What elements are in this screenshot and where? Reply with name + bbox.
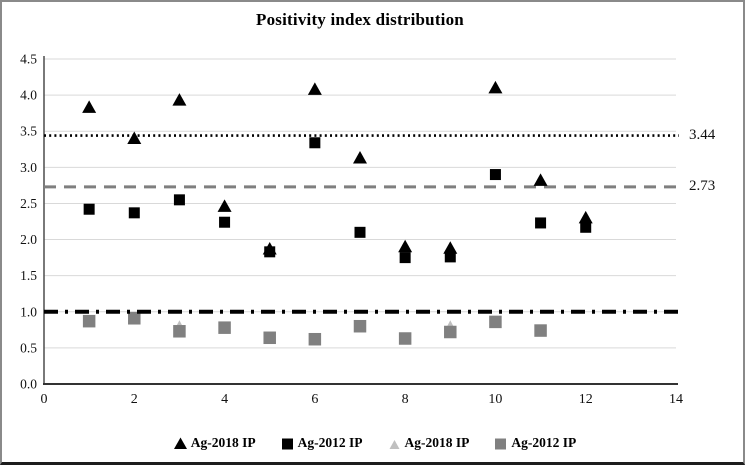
data-point-triangle-black (488, 80, 503, 94)
legend-label: Ag-2018 IP (404, 435, 470, 450)
data-point-square-gray (173, 325, 186, 338)
data-point-square-gray (353, 319, 367, 333)
reference-line-label-upper: 3.44 (689, 126, 716, 143)
y-tick-label: 3.0 (20, 160, 37, 175)
x-tick-label: 10 (488, 392, 502, 407)
x-tick-label: 8 (402, 392, 409, 407)
data-point-square-gray (128, 312, 141, 325)
data-point-square-black (264, 246, 276, 258)
legend-square-icon (281, 438, 293, 450)
legend-label: Ag-2012 IP (511, 435, 577, 450)
legend-triangle-icon (389, 440, 399, 449)
data-point-square-black (173, 194, 185, 206)
legend-item-3: Ag-2012 IP (493, 435, 576, 451)
data-point-triangle-black (307, 82, 322, 95)
data-point-triangle-black (578, 210, 593, 224)
data-point-square-black (444, 251, 456, 263)
legend-triangle-icon (173, 437, 187, 449)
y-tick-label: 4.5 (20, 52, 37, 67)
legend-item-1: Ag-2012 IP (280, 435, 363, 451)
data-point-square-black (83, 203, 95, 215)
chart-title: Positivity index distribution (256, 10, 464, 29)
y-tick-label: 0.5 (20, 340, 37, 355)
data-point-square-black (219, 216, 231, 228)
data-point-square-black (535, 217, 547, 229)
x-tick-label: 12 (579, 392, 593, 407)
legend-label: Ag-2012 IP (297, 435, 363, 450)
data-point-square-gray (398, 332, 412, 345)
reference-line-label-lower: 2.73 (689, 177, 716, 194)
y-tick-label: 3.5 (20, 124, 37, 139)
data-point-square-black (399, 252, 411, 264)
x-tick-label: 14 (669, 392, 683, 407)
data-point-triangle-black (353, 150, 367, 164)
data-point-triangle-black (82, 100, 97, 113)
data-point-square-black (580, 221, 592, 233)
data-point-triangle-black (533, 173, 548, 186)
data-point-square-gray (444, 325, 457, 339)
y-tick-label: 1.5 (20, 268, 37, 283)
plot-area: 0.0 0.5 1.0 1.5 2.0 2.5 3.0 3.5 4.0 4.5 0 2 4 6 8 10 12 1… (20, 52, 683, 408)
legend: Ag-2018 IP Ag-2012 IP Ag-2018 IP Ag-2012 IP (2, 428, 743, 458)
x-tick-label: 6 (311, 392, 318, 407)
y-tick-label: 0.0 (20, 377, 37, 392)
x-tick-label: 0 (41, 392, 48, 407)
data-point-triangle-black (217, 199, 232, 212)
data-point-triangle-black (127, 131, 142, 144)
data-point-square-gray (534, 324, 547, 337)
data-point-triangle-black (398, 239, 413, 253)
data-point-square-gray (489, 315, 502, 329)
data-point-square-black (489, 169, 501, 181)
data-point-square-black (128, 207, 140, 219)
y-tick-label: 2.5 (20, 196, 37, 211)
data-point-triangle-black (443, 241, 458, 254)
x-tick-label: 4 (221, 392, 228, 407)
legend-item-0: Ag-2018 IP (173, 435, 256, 451)
legend-item-2: Ag-2018 IP (387, 435, 470, 451)
data-point-square-gray (218, 321, 231, 334)
legend-label: Ag-2018 IP (190, 435, 256, 450)
data-point-triangle-black (172, 93, 187, 106)
y-tick-label: 1.0 (20, 304, 37, 319)
data-point-square-gray (82, 314, 96, 328)
y-tick-label: 2.0 (20, 232, 37, 247)
data-point-square-black (309, 137, 321, 149)
x-tick-label: 2 (131, 392, 138, 407)
data-point-square-black (354, 226, 366, 238)
legend-square-icon (495, 438, 507, 450)
data-point-square-gray (263, 331, 276, 345)
data-point-square-gray (308, 332, 322, 346)
y-tick-label: 4.0 (20, 88, 37, 103)
